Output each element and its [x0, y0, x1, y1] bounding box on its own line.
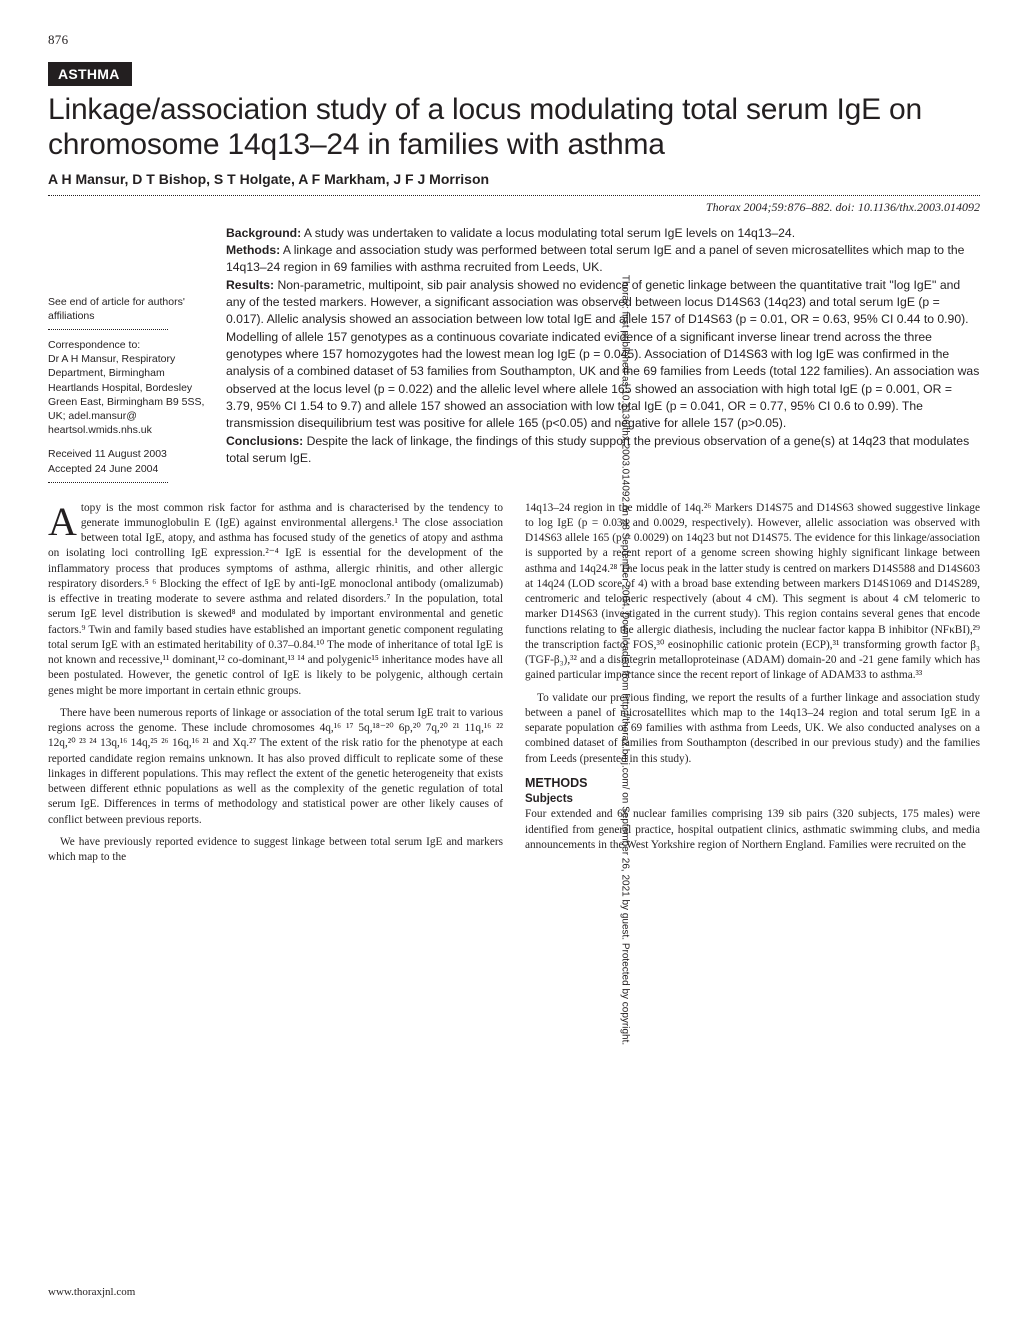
- left-column: Atopy is the most common risk factor for…: [48, 501, 503, 873]
- correspondence-body: Dr A H Mansur, Respiratory Department, B…: [48, 352, 208, 437]
- body-para: To validate our previous finding, we rep…: [525, 691, 980, 767]
- abstract: Background: A study was undertaken to va…: [226, 225, 980, 489]
- section-tag: ASTHMA: [48, 62, 132, 86]
- abstract-background-h: Background:: [226, 226, 301, 240]
- sidebar-divider: [48, 482, 168, 483]
- article-title: Linkage/association study of a locus mod…: [48, 92, 980, 163]
- subjects-heading: Subjects: [525, 792, 980, 808]
- body-para: There have been numerous reports of link…: [48, 706, 503, 828]
- copyright-side-note: Thorax: first published as 10.1136/thx.2…: [619, 275, 630, 1045]
- see-end-note: See end of article for authors' affiliat…: [48, 295, 208, 323]
- received-date: Received 11 August 2003: [48, 447, 208, 461]
- sidebar: See end of article for authors' affiliat…: [48, 225, 208, 489]
- body-para: Atopy is the most common risk factor for…: [48, 501, 503, 699]
- body-para: Four extended and 65 nuclear families co…: [525, 807, 980, 853]
- methods-heading: METHODS: [525, 775, 980, 792]
- abstract-conclusions-h: Conclusions:: [226, 434, 303, 448]
- accepted-date: Accepted 24 June 2004: [48, 462, 208, 476]
- citation-line: Thorax 2004;59:876–882. doi: 10.1136/thx…: [48, 200, 980, 215]
- footer-url: www.thoraxjnl.com: [48, 1286, 135, 1298]
- correspondence-label: Correspondence to:: [48, 338, 208, 352]
- abstract-results-h: Results:: [226, 278, 274, 292]
- body-para: We have previously reported evidence to …: [48, 835, 503, 866]
- dotted-divider: [48, 195, 980, 196]
- abstract-results: Non-parametric, multipoint, sib pair ana…: [226, 278, 979, 431]
- body-columns: Atopy is the most common risk factor for…: [48, 501, 980, 873]
- page-number: 876: [48, 32, 980, 48]
- right-column: 14q13–24 region in the middle of 14q.²⁶ …: [525, 501, 980, 873]
- abstract-background: A study was undertaken to validate a loc…: [301, 226, 795, 240]
- authors-line: A H Mansur, D T Bishop, S T Holgate, A F…: [48, 171, 980, 187]
- body-para: 14q13–24 region in the middle of 14q.²⁶ …: [525, 501, 980, 684]
- sidebar-divider: [48, 329, 168, 330]
- abstract-methods-h: Methods:: [226, 243, 280, 257]
- abstract-block: See end of article for authors' affiliat…: [48, 225, 980, 489]
- abstract-methods: A linkage and association study was perf…: [226, 243, 964, 274]
- abstract-conclusions: Despite the lack of linkage, the finding…: [226, 434, 969, 465]
